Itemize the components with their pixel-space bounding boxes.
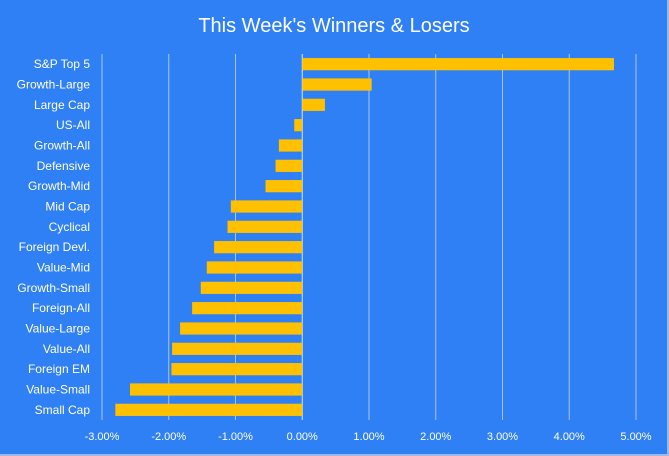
- bar: [278, 139, 303, 152]
- gridlines: [101, 54, 637, 420]
- category-label: Value-Mid: [37, 261, 90, 275]
- x-tick-label: 1.00%: [353, 431, 384, 443]
- x-tick-label: -3.00%: [85, 431, 120, 443]
- bar: [302, 98, 325, 111]
- bar: [214, 241, 303, 254]
- bars: [115, 58, 614, 416]
- bar: [172, 342, 303, 355]
- x-tick-label: -2.00%: [151, 431, 186, 443]
- category-label: US-All: [56, 118, 90, 132]
- category-label: Value-Small: [26, 383, 90, 397]
- x-tick-label: 0.00%: [287, 431, 318, 443]
- bar: [302, 58, 614, 71]
- bar: [227, 220, 303, 233]
- x-tick-labels: -3.00% -2.00% -1.00% 0.00% 1.00% 2.00% 3.00% 4.…: [85, 431, 652, 443]
- category-label: Growth-All: [34, 139, 90, 153]
- x-tick-label: 5.00%: [620, 431, 651, 443]
- chart-title: This Week's Winners & Losers: [198, 15, 469, 37]
- category-label: Growth-Large: [17, 78, 91, 92]
- bar: [192, 302, 303, 315]
- category-labels: S&P Top 5 Growth-Large Large Cap US-All Grow…: [17, 57, 91, 417]
- bar: [275, 159, 303, 172]
- category-label: Growth-Mid: [28, 179, 90, 193]
- bar: [115, 403, 303, 416]
- bar: [265, 180, 303, 193]
- category-label: Foreign EM: [28, 362, 90, 376]
- category-label: S&P Top 5: [34, 57, 91, 71]
- category-label: Value-Large: [26, 322, 91, 336]
- category-label: Small Cap: [35, 403, 91, 417]
- x-tick-label: 3.00%: [487, 431, 518, 443]
- category-label: Cyclical: [49, 220, 90, 234]
- bar: [294, 119, 303, 132]
- category-label: Defensive: [37, 159, 91, 173]
- bar: [180, 322, 303, 335]
- bar: [230, 200, 303, 213]
- category-label: Foreign Devl.: [19, 240, 90, 254]
- category-label: Large Cap: [34, 98, 90, 112]
- category-label: Foreign-All: [32, 301, 90, 315]
- category-label: Growth-Small: [17, 281, 90, 295]
- bar: [206, 261, 303, 274]
- bar: [130, 383, 303, 396]
- category-label: Value-All: [43, 342, 90, 356]
- x-tick-label: 4.00%: [554, 431, 585, 443]
- category-label: Mid Cap: [45, 200, 90, 214]
- x-tick-label: -1.00%: [218, 431, 253, 443]
- bar: [171, 363, 303, 376]
- bar: [302, 78, 372, 91]
- bar: [200, 281, 303, 294]
- x-tick-label: 2.00%: [420, 431, 451, 443]
